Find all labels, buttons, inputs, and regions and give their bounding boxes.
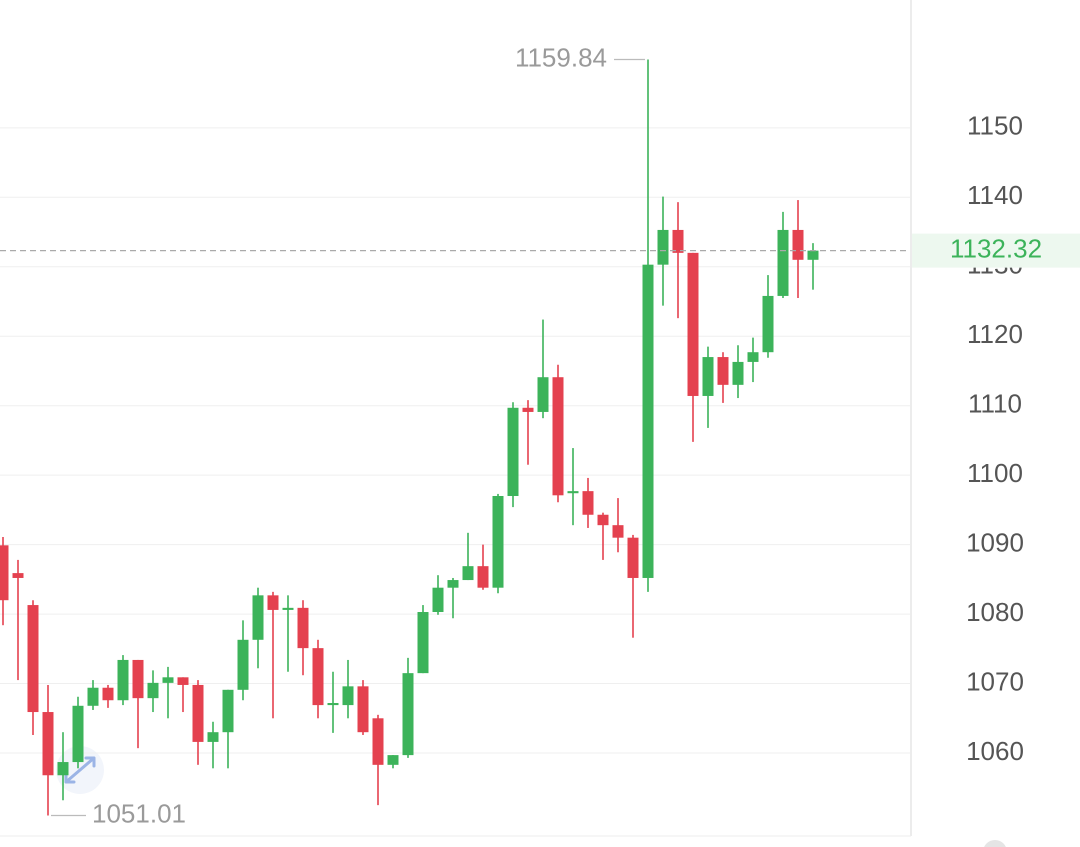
expand-icon[interactable] <box>56 746 104 794</box>
candle-body <box>177 677 189 685</box>
candle-body <box>327 703 339 706</box>
candle-body <box>87 687 99 706</box>
candle-body <box>447 580 459 588</box>
candle-body <box>507 407 519 496</box>
candle-body <box>72 705 84 763</box>
candle-body <box>492 495 504 588</box>
candle-body <box>252 595 264 640</box>
y-tick-label: 1150 <box>967 111 1023 141</box>
candle-body <box>372 718 384 765</box>
candle-body <box>312 648 324 706</box>
candle-body <box>432 587 444 613</box>
candle-body <box>807 250 819 260</box>
y-tick-label: 1100 <box>967 458 1023 488</box>
candle-body <box>147 682 159 699</box>
min-label: 1051.01 <box>92 798 186 828</box>
last-price-label: 1132.32 <box>950 234 1042 264</box>
candle-body <box>117 659 129 701</box>
candle-body <box>657 229 669 265</box>
y-tick-label: 1090 <box>966 528 1024 558</box>
candle-body <box>747 352 759 362</box>
candle-body <box>357 686 369 733</box>
candle-body <box>402 673 414 756</box>
candle-body <box>297 607 309 649</box>
candle-body <box>717 357 729 385</box>
candle-body <box>762 295 774 353</box>
scroll-handle[interactable] <box>983 840 1007 847</box>
candle-body <box>522 407 534 412</box>
candle-body <box>627 537 639 578</box>
candle-body <box>342 686 354 706</box>
y-tick-label: 1070 <box>966 666 1024 696</box>
candle-body <box>387 755 399 765</box>
candle-body <box>732 361 744 385</box>
candle-body <box>537 377 549 412</box>
candle-body <box>132 659 144 699</box>
y-tick-label: 1060 <box>966 736 1024 766</box>
candle-body <box>192 684 204 742</box>
y-tick-label: 1120 <box>967 319 1023 349</box>
candle-body <box>567 491 579 494</box>
candle-body <box>477 566 489 588</box>
candle-body <box>552 377 564 496</box>
candle-body <box>687 252 699 396</box>
candle-body <box>777 229 789 296</box>
candle-body <box>792 229 804 260</box>
candle-body <box>267 595 279 610</box>
candle-body <box>417 612 429 674</box>
max-label: 1159.84 <box>515 42 607 72</box>
candle-body <box>702 357 714 396</box>
y-tick-label: 1080 <box>966 597 1024 627</box>
candle-body <box>57 762 69 776</box>
candle-body <box>462 566 474 581</box>
candle-body <box>42 712 54 776</box>
candle-body <box>207 732 219 742</box>
candle-body <box>597 514 609 526</box>
candle-body <box>282 607 294 610</box>
candle-body <box>222 689 234 733</box>
candle-body <box>612 525 624 538</box>
candle-body <box>642 264 654 578</box>
candle-body <box>27 605 39 713</box>
candle-body <box>237 639 249 690</box>
last-price-box <box>912 233 1080 268</box>
candle-body <box>162 677 174 683</box>
candle-body <box>102 687 114 701</box>
candle-body <box>582 491 594 515</box>
y-tick-label: 1140 <box>967 180 1023 210</box>
candle-body <box>672 229 684 253</box>
y-tick-label: 1110 <box>968 389 1022 419</box>
candle-body <box>12 573 24 578</box>
candle-body <box>0 545 9 601</box>
